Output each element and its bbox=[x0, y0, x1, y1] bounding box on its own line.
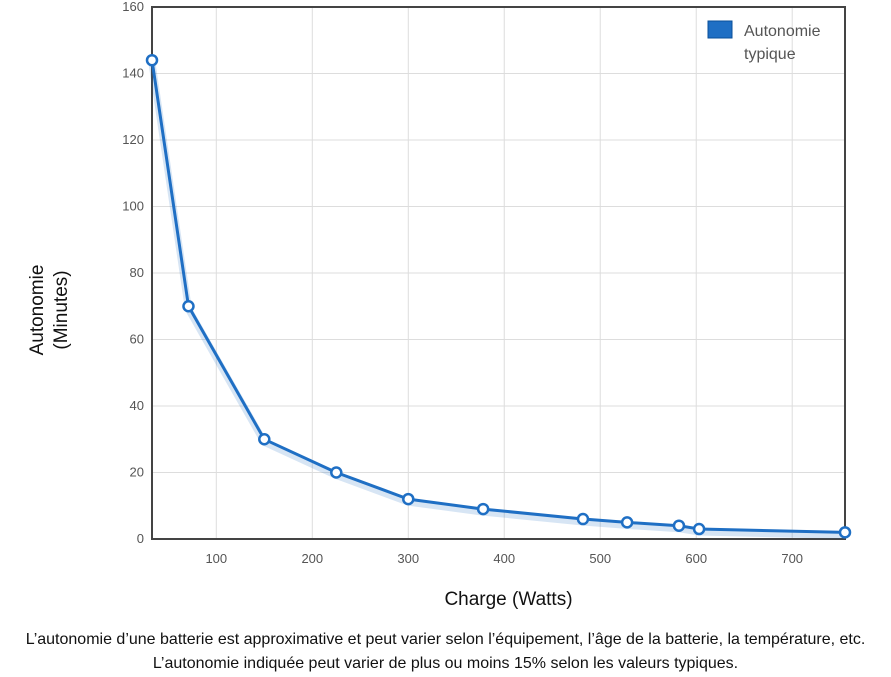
x-tick-label: 700 bbox=[781, 551, 803, 566]
y-tick-label: 120 bbox=[122, 132, 144, 147]
x-tick-label: 200 bbox=[301, 551, 323, 566]
data-point bbox=[576, 512, 590, 526]
series-line-shadow bbox=[148, 62, 846, 539]
battery-runtime-chart: 0 20 40 60 80 100 120 140 160 100 200 300 400 500 600 7… bbox=[27, 0, 852, 610]
data-point bbox=[476, 502, 490, 516]
y-tick-label: 0 bbox=[137, 531, 144, 546]
series-layer bbox=[145, 53, 852, 539]
legend-label: typique bbox=[744, 46, 796, 63]
x-tick-label: 400 bbox=[493, 551, 515, 566]
y-tick-label: 160 bbox=[122, 0, 144, 14]
x-axis-title: Charge (Watts) bbox=[444, 589, 572, 610]
data-point bbox=[330, 466, 343, 479]
x-tick-label: 100 bbox=[205, 551, 227, 566]
x-tick-label: 500 bbox=[589, 551, 611, 566]
x-tick-label: 600 bbox=[685, 551, 707, 566]
y-axis-title-line: (Minutes) bbox=[51, 270, 72, 349]
data-point bbox=[838, 526, 852, 539]
data-point bbox=[620, 516, 634, 529]
grid bbox=[152, 6, 845, 540]
y-tick-label: 40 bbox=[130, 398, 144, 413]
y-tick-label: 20 bbox=[130, 465, 144, 480]
y-tick-label: 140 bbox=[122, 66, 144, 81]
y-tick-label: 60 bbox=[130, 332, 144, 347]
data-point bbox=[258, 433, 271, 446]
legend: Autonomie typique bbox=[707, 20, 821, 63]
data-point bbox=[692, 522, 706, 536]
data-point bbox=[182, 300, 195, 313]
axes: 0 20 40 60 80 100 120 140 160 100 200 300 400 500 600 7… bbox=[122, 0, 846, 566]
data-point bbox=[402, 492, 415, 506]
data-point bbox=[672, 519, 686, 532]
data-point bbox=[145, 53, 159, 67]
legend-swatch bbox=[707, 20, 733, 39]
plot-frame bbox=[151, 6, 846, 540]
footnote: L’autonomie d’une batterie est approxima… bbox=[25, 631, 866, 672]
y-axis-title-line: Autonomie bbox=[27, 265, 48, 356]
legend-label: Autonomie bbox=[744, 23, 821, 40]
y-tick-label: 100 bbox=[122, 199, 144, 214]
x-tick-label: 300 bbox=[397, 551, 419, 566]
axis-titles: Charge (Watts) Autonomie (Minutes) bbox=[27, 265, 573, 610]
y-tick-label: 80 bbox=[130, 265, 144, 280]
series-line bbox=[150, 58, 847, 534]
